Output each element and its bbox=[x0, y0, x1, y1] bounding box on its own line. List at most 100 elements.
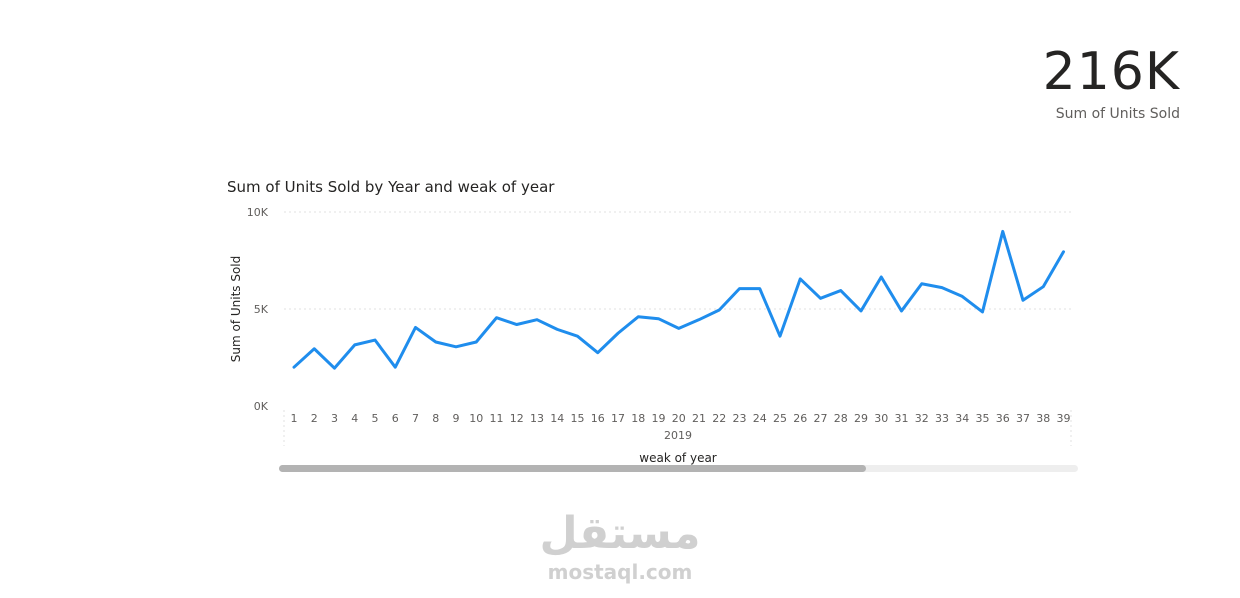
data-point[interactable] bbox=[756, 285, 764, 293]
data-point[interactable] bbox=[1039, 283, 1047, 291]
data-point[interactable] bbox=[817, 294, 825, 302]
x-tick-label: 31 bbox=[895, 412, 909, 425]
data-point[interactable] bbox=[918, 280, 926, 288]
gridlines bbox=[284, 211, 1074, 310]
data-point[interactable] bbox=[898, 307, 906, 315]
data-point[interactable] bbox=[958, 292, 966, 300]
data-point[interactable] bbox=[938, 284, 946, 292]
x-tick-label: 39 bbox=[1057, 412, 1071, 425]
data-point[interactable] bbox=[715, 306, 723, 314]
x-tick-label: 26 bbox=[793, 412, 807, 425]
x-tick-label: 20 bbox=[672, 412, 686, 425]
x-tick-label: 36 bbox=[996, 412, 1010, 425]
x-tick-label: 11 bbox=[490, 412, 504, 425]
x-tick-label: 30 bbox=[874, 412, 888, 425]
x-tick-label: 21 bbox=[692, 412, 706, 425]
x-tick-label: 25 bbox=[773, 412, 787, 425]
watermark-logo: مستقل bbox=[539, 508, 701, 559]
data-point[interactable] bbox=[614, 329, 622, 337]
data-point[interactable] bbox=[391, 363, 399, 371]
y-tick-label: 5K bbox=[254, 303, 269, 316]
x-tick-label: 18 bbox=[631, 412, 645, 425]
horizontal-scrollbar[interactable] bbox=[279, 465, 1078, 472]
data-point[interactable] bbox=[796, 275, 804, 283]
x-tick-label: 8 bbox=[432, 412, 439, 425]
x-tick-label: 32 bbox=[915, 412, 929, 425]
scrollbar-thumb[interactable] bbox=[279, 465, 866, 472]
x-tick-label: 7 bbox=[412, 412, 419, 425]
kpi-value: 216K bbox=[1042, 42, 1180, 102]
x-tick-label: 15 bbox=[571, 412, 585, 425]
x-tick-label: 1 bbox=[291, 412, 298, 425]
x-tick-label: 19 bbox=[652, 412, 666, 425]
x-tick-label: 28 bbox=[834, 412, 848, 425]
data-point[interactable] bbox=[999, 227, 1007, 235]
x-axis: 1 2 3 4 5 6 7 8 9 10 11 12 13 14 15 16 17 18 19 20 21 22 23 24 2… bbox=[283, 410, 1072, 446]
x-tick-label: 27 bbox=[814, 412, 828, 425]
data-point[interactable] bbox=[513, 321, 521, 329]
data-point[interactable] bbox=[1060, 248, 1068, 256]
data-point[interactable] bbox=[452, 343, 460, 351]
data-point[interactable] bbox=[371, 336, 379, 344]
watermark-text: mostaql.com bbox=[547, 560, 693, 584]
x-tick-label: 37 bbox=[1016, 412, 1030, 425]
x-tick-label: 2 bbox=[311, 412, 318, 425]
data-point[interactable] bbox=[331, 364, 339, 372]
data-point[interactable] bbox=[533, 316, 541, 324]
data-point[interactable] bbox=[310, 345, 318, 353]
x-tick-label: 17 bbox=[611, 412, 625, 425]
data-point[interactable] bbox=[290, 363, 298, 371]
x-tick-label: 5 bbox=[372, 412, 379, 425]
x-tick-label: 14 bbox=[550, 412, 564, 425]
x-tick-label: 9 bbox=[453, 412, 460, 425]
x-tick-label: 3 bbox=[331, 412, 338, 425]
data-point[interactable] bbox=[574, 332, 582, 340]
x-tick-label: 10 bbox=[469, 412, 483, 425]
data-point[interactable] bbox=[634, 313, 642, 321]
x-tick-label: 33 bbox=[935, 412, 949, 425]
x-axis-title: weak of year bbox=[639, 451, 717, 465]
data-point[interactable] bbox=[594, 349, 602, 357]
kpi-card[interactable]: 216K Sum of Units Sold bbox=[1043, 40, 1180, 122]
data-point[interactable] bbox=[979, 308, 987, 316]
data-point[interactable] bbox=[776, 332, 784, 340]
data-point[interactable] bbox=[412, 323, 420, 331]
x-tick-label: 6 bbox=[392, 412, 399, 425]
y-axis-title: Sum of Units Sold bbox=[229, 256, 243, 363]
x-tick-label: 4 bbox=[351, 412, 358, 425]
data-point[interactable] bbox=[351, 341, 359, 349]
data-point[interactable] bbox=[736, 285, 744, 293]
x-tick-label: 13 bbox=[530, 412, 544, 425]
data-point[interactable] bbox=[655, 315, 663, 323]
kpi-label: Sum of Units Sold bbox=[1055, 106, 1180, 122]
x-tick-label: 12 bbox=[510, 412, 524, 425]
y-axis: 0K 5K 10K bbox=[247, 206, 269, 413]
series-line[interactable] bbox=[292, 229, 1065, 370]
watermark: مستقل mostaql.com bbox=[520, 508, 720, 584]
x-axis-year-label: 2019 bbox=[664, 429, 692, 442]
y-tick-label: 0K bbox=[254, 400, 269, 413]
data-point[interactable] bbox=[695, 316, 703, 324]
y-tick-label: 10K bbox=[247, 206, 269, 219]
x-tick-label: 16 bbox=[591, 412, 605, 425]
x-tick-label: 23 bbox=[733, 412, 747, 425]
x-tick-label: 29 bbox=[854, 412, 868, 425]
data-point[interactable] bbox=[553, 325, 561, 333]
data-point[interactable] bbox=[1019, 296, 1027, 304]
data-point[interactable] bbox=[837, 287, 845, 295]
x-tick-label: 24 bbox=[753, 412, 767, 425]
data-point[interactable] bbox=[675, 324, 683, 332]
chart-title: Sum of Units Sold by Year and weak of ye… bbox=[227, 178, 555, 196]
x-tick-label: 35 bbox=[976, 412, 990, 425]
series-units-sold[interactable] bbox=[290, 227, 1068, 372]
data-point[interactable] bbox=[493, 314, 501, 322]
data-point[interactable] bbox=[877, 273, 885, 281]
x-tick-label: 34 bbox=[955, 412, 969, 425]
x-tick-label: 38 bbox=[1036, 412, 1050, 425]
x-tick-label: 22 bbox=[712, 412, 726, 425]
data-point[interactable] bbox=[472, 338, 480, 346]
data-point[interactable] bbox=[432, 338, 440, 346]
data-point[interactable] bbox=[857, 307, 865, 315]
